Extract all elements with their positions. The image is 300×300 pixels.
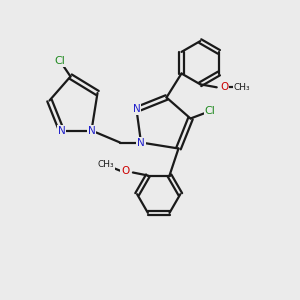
Text: O: O — [121, 166, 130, 176]
Text: Cl: Cl — [55, 56, 65, 66]
Text: N: N — [88, 125, 95, 136]
Text: O: O — [220, 82, 228, 92]
Text: N: N — [133, 104, 140, 115]
Text: Cl: Cl — [205, 106, 215, 116]
Text: N: N — [58, 125, 65, 136]
Text: CH₃: CH₃ — [234, 83, 250, 92]
Text: N: N — [137, 137, 145, 148]
Text: CH₃: CH₃ — [98, 160, 114, 169]
